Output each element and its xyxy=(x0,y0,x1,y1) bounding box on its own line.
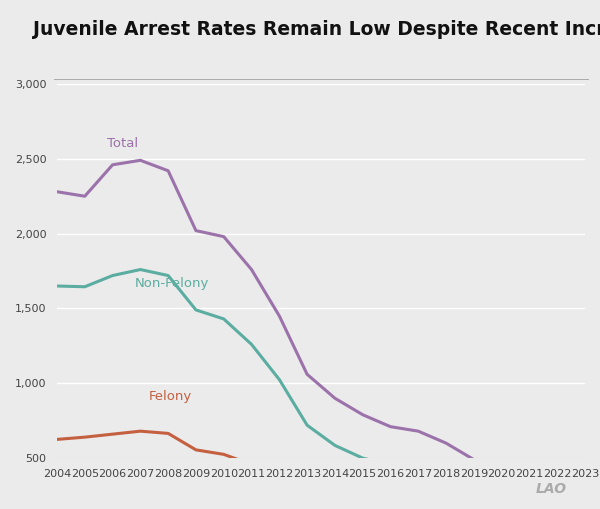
Text: Juvenile Arrest Rates Remain Low Despite Recent Increase: Juvenile Arrest Rates Remain Low Despite… xyxy=(33,20,600,39)
Text: LAO: LAO xyxy=(536,482,567,496)
Text: Non-Felony: Non-Felony xyxy=(135,277,209,291)
Text: Felony: Felony xyxy=(149,390,192,403)
Text: Total: Total xyxy=(107,137,138,150)
